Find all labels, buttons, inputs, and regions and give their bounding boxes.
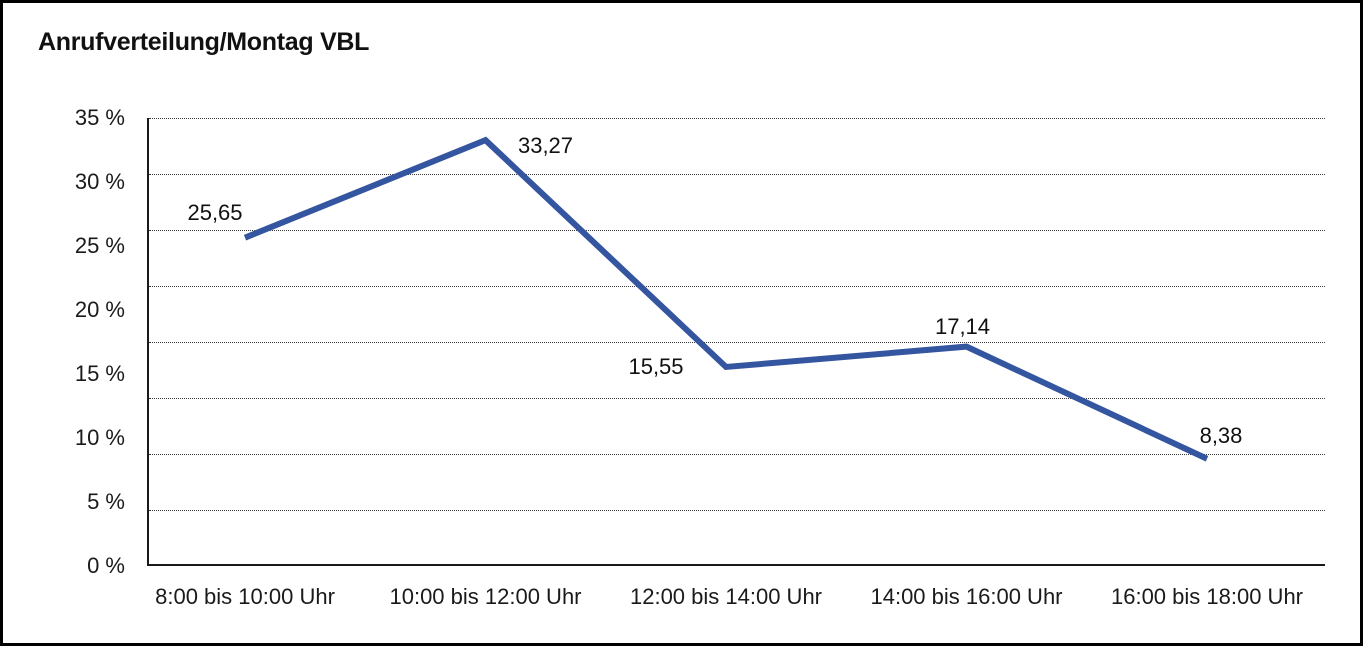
gridline bbox=[149, 510, 1325, 511]
y-tick-label: 35 % bbox=[74, 105, 125, 130]
x-tick-label: 16:00 bis 18:00 Uhr bbox=[1110, 584, 1304, 609]
y-tick-label: 20 % bbox=[74, 297, 125, 322]
y-tick-label: 5 % bbox=[87, 489, 125, 514]
y-tick-label: 30 % bbox=[74, 169, 125, 194]
y-tick-label: 25 % bbox=[74, 233, 125, 258]
gridline bbox=[149, 230, 1325, 231]
x-tick-label: 12:00 bis 14:00 Uhr bbox=[629, 584, 823, 609]
y-tick-label: 0 % bbox=[87, 553, 125, 578]
data-point-label: 8,38 bbox=[1199, 422, 1243, 448]
x-tick-label: 14:00 bis 16:00 Uhr bbox=[870, 584, 1063, 609]
plot-area bbox=[147, 118, 1325, 566]
data-point-label: 15,55 bbox=[628, 353, 684, 379]
y-tick-label: 15 % bbox=[74, 361, 125, 386]
data-point-label: 25,65 bbox=[187, 199, 243, 225]
gridline bbox=[149, 398, 1325, 399]
data-point-label: 17,14 bbox=[934, 313, 991, 339]
gridline bbox=[149, 286, 1325, 287]
x-tick-label: 8:00 bis 10:00 Uhr bbox=[155, 584, 335, 609]
y-tick-label: 10 % bbox=[74, 425, 125, 450]
gridline bbox=[149, 454, 1325, 455]
gridline bbox=[149, 342, 1325, 343]
gridline bbox=[149, 174, 1325, 175]
data-point-label: 33,27 bbox=[517, 133, 574, 159]
gridline bbox=[149, 118, 1325, 119]
x-tick-label: 10:00 bis 12:00 Uhr bbox=[389, 584, 582, 609]
chart-title: Anrufverteilung/Montag VBL bbox=[38, 28, 370, 56]
